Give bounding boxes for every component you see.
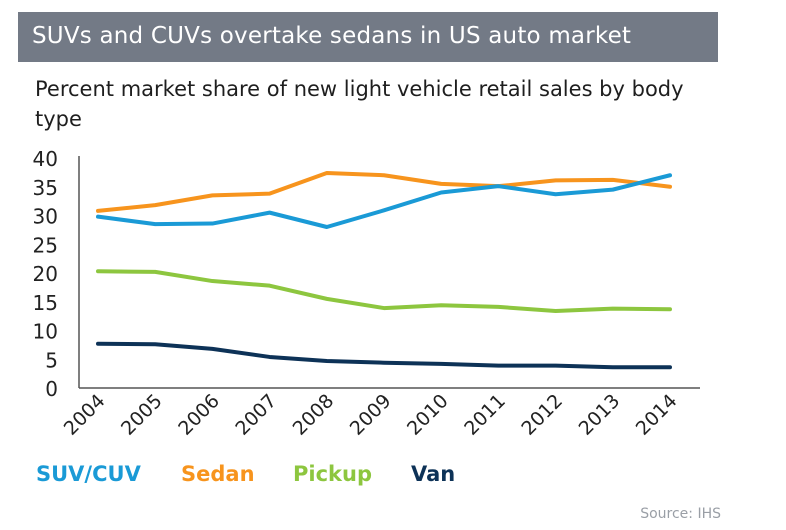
y-tick-label: 40 (33, 147, 58, 171)
y-tick-label: 15 (33, 291, 58, 315)
series-line-suv-cuv (96, 173, 672, 229)
y-tick-label: 20 (33, 262, 58, 286)
x-tick-label: 2011 (460, 390, 510, 440)
x-tick-label: 2014 (632, 390, 682, 440)
y-tick-label: 35 (33, 176, 58, 200)
y-tick-label: 10 (33, 320, 58, 344)
legend-item-van: Van (411, 462, 456, 486)
chart-title: SUVs and CUVs overtake sedans in US auto… (32, 23, 632, 49)
y-tick-label: 0 (45, 377, 58, 401)
chart-subtitle: Percent market share of new light vehicl… (35, 77, 684, 131)
x-tick-label: 2004 (60, 390, 110, 440)
y-tick-label: 25 (33, 233, 58, 257)
x-tick-label: 2013 (575, 390, 625, 440)
title-bar: SUVs and CUVs overtake sedans in US auto… (18, 12, 718, 62)
y-tick-label: 5 (45, 348, 58, 372)
x-tick-label: 2005 (117, 390, 167, 440)
x-tick-label: 2007 (231, 390, 281, 440)
x-tick-label: 2006 (174, 390, 224, 440)
legend-item-sedan: Sedan (181, 462, 255, 486)
x-tick-label: 2010 (403, 390, 453, 440)
legend-item-pickup: Pickup (293, 462, 372, 486)
x-tick-label: 2009 (346, 390, 396, 440)
series-line-pickup (96, 269, 672, 313)
x-tick-label: 2008 (289, 390, 339, 440)
source-note: Source: IHS (640, 506, 721, 522)
x-tick-label: 2012 (517, 390, 567, 440)
legend-item-suv-cuv: SUV/CUV (36, 462, 141, 486)
y-tick-label: 30 (33, 205, 58, 229)
series-line-van (96, 341, 672, 370)
series-line-sedan (96, 170, 672, 213)
